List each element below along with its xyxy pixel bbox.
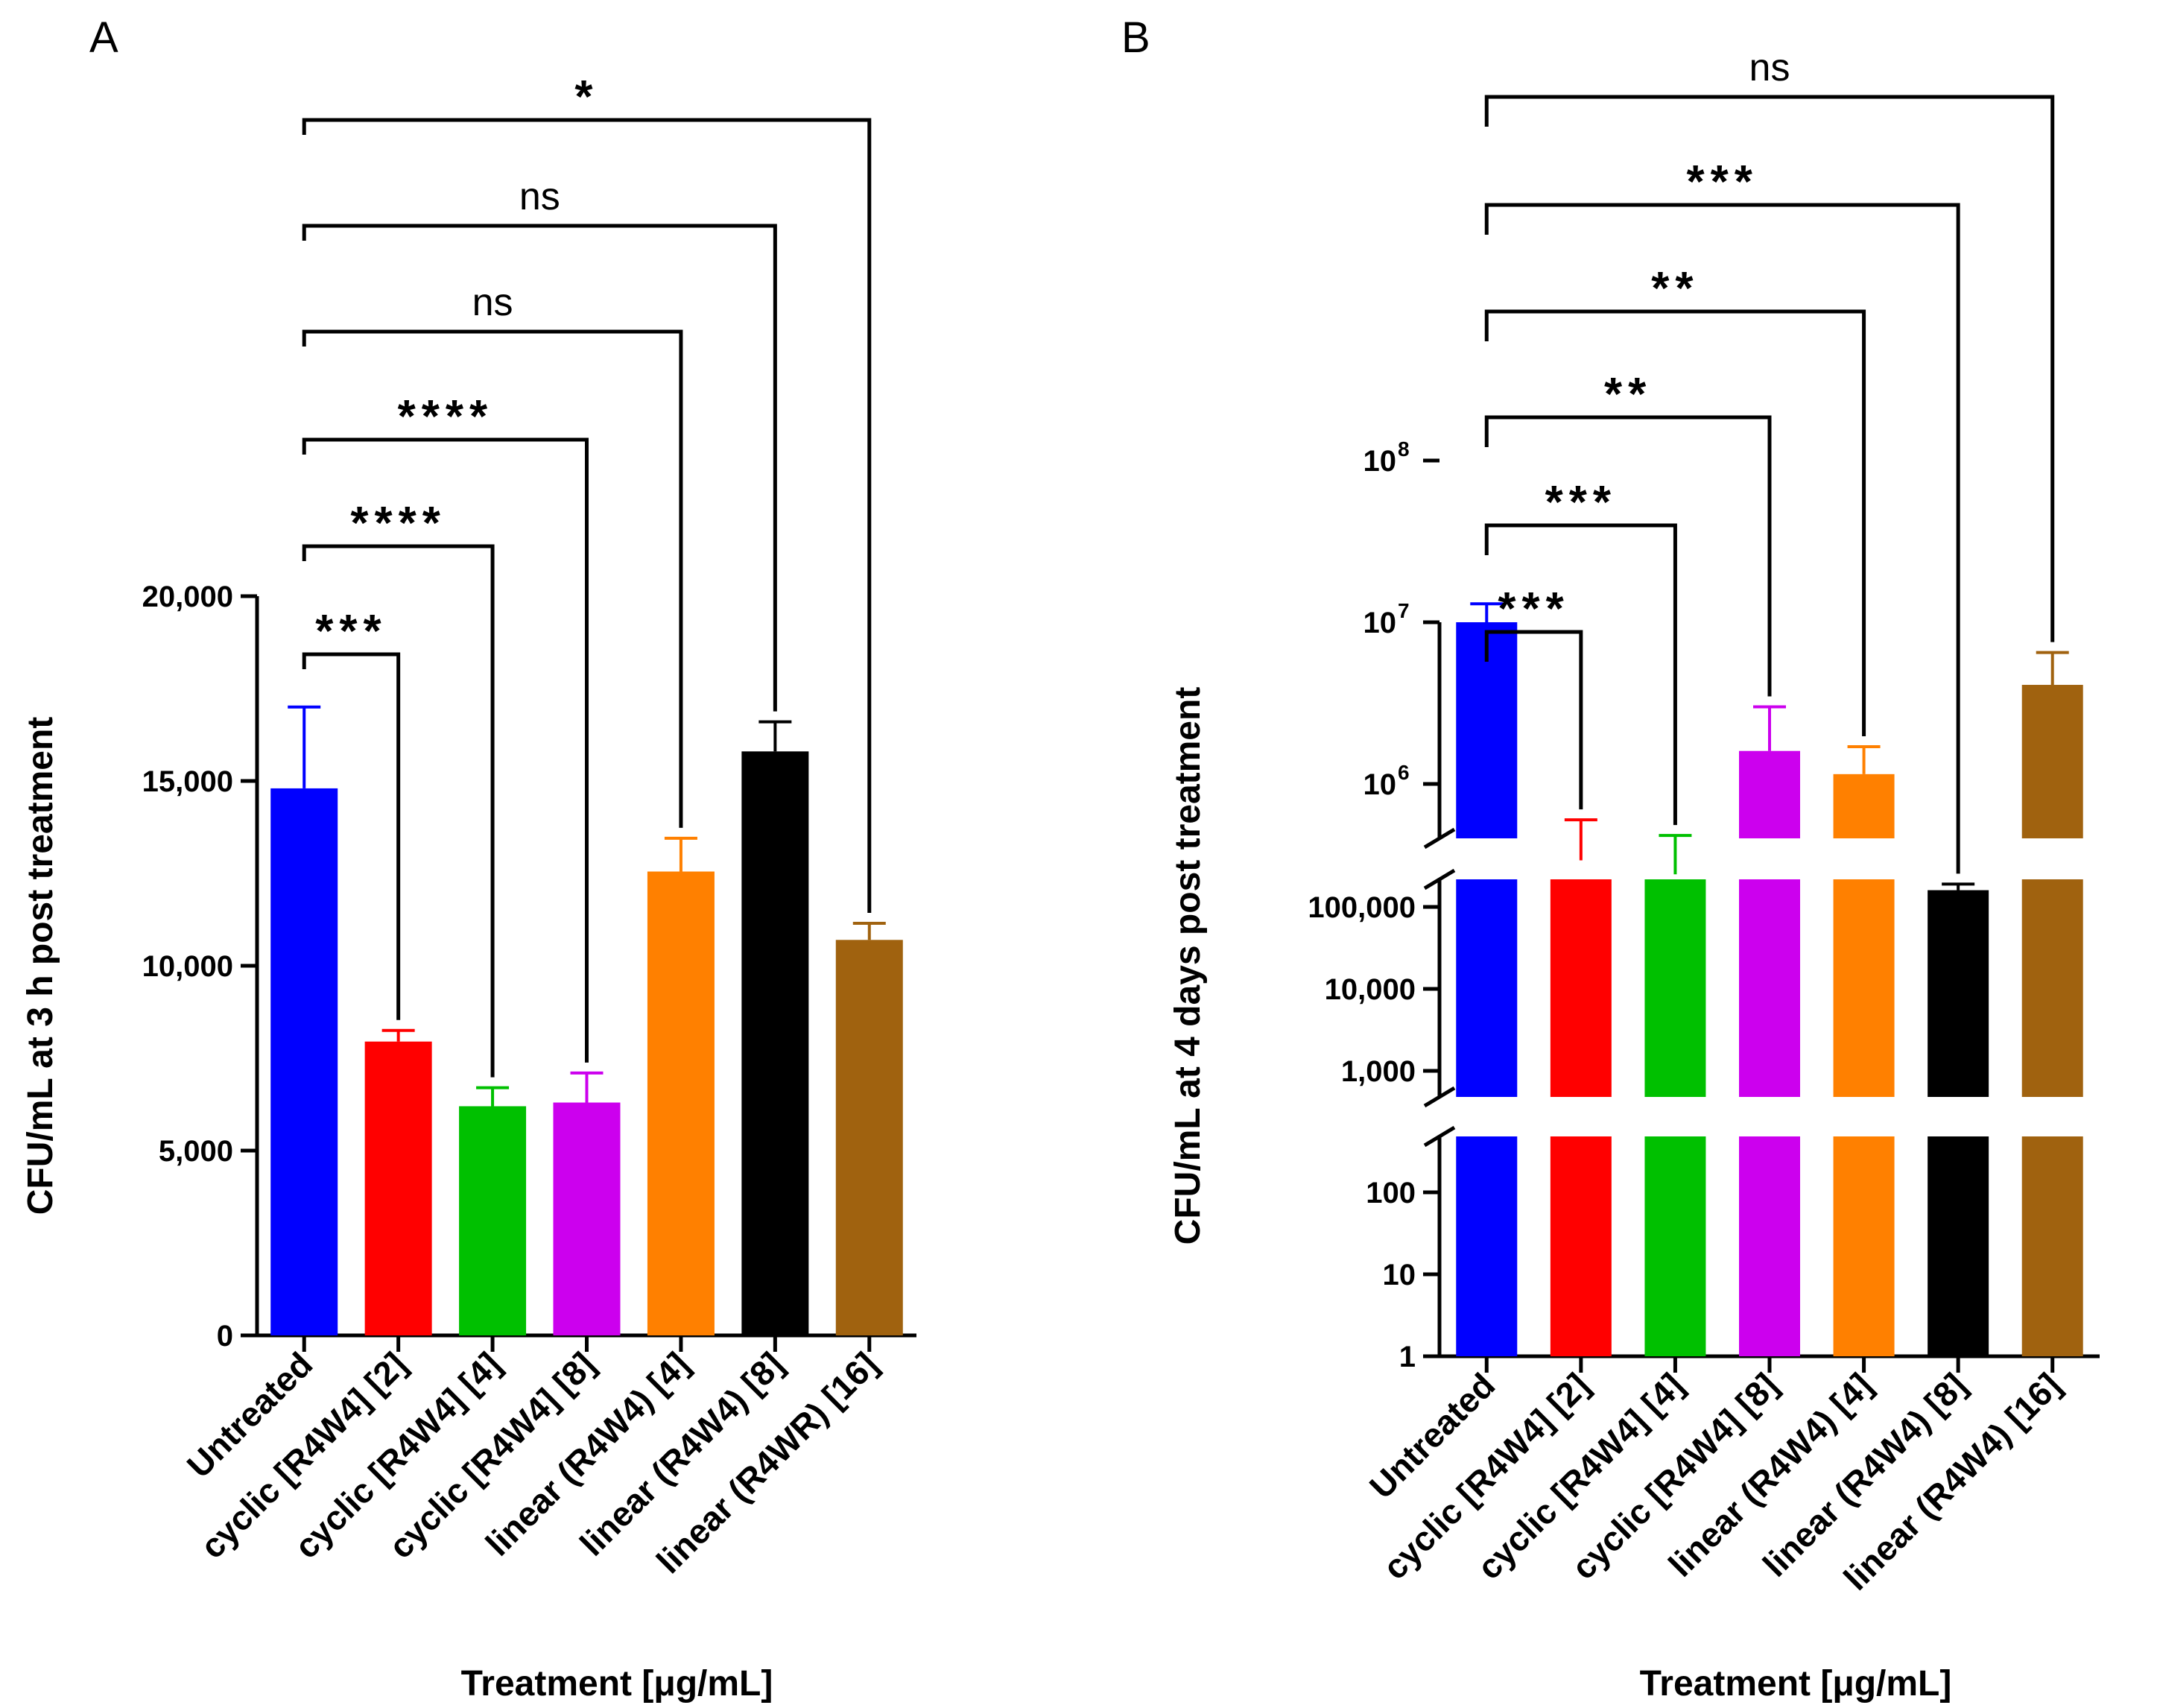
panel-a: A CFU/mL at 3 h post treatment Treatment… — [21, 13, 916, 1704]
panel-b-bar-upper — [2021, 685, 2083, 838]
panel-a-bracket — [302, 437, 589, 1063]
panel-a-significance-label: * — [574, 72, 598, 123]
panel-b-y-tick-label: 10 — [1363, 607, 1397, 639]
panel-b-bar-lower — [1456, 1136, 1518, 1356]
panel-b-significance-label: *** — [1545, 477, 1617, 528]
panel-b-significance-label: ** — [1604, 369, 1652, 420]
panel-b-significance-label: *** — [1498, 583, 1569, 635]
panel-a-y-tick-label: 10,000 — [142, 950, 233, 983]
panel-b-bracket — [1484, 523, 1677, 826]
panel-b-bracket — [1484, 415, 1772, 697]
panel-b-y-tick-exponent: 6 — [1398, 761, 1410, 784]
panel-a-y-tick-label: 0 — [217, 1320, 233, 1353]
panel-b: B CFU/mL at 4 days post treatment Treatm… — [1121, 13, 2100, 1704]
panel-a-bracket — [302, 544, 495, 1078]
panel-b-axis-break-2a — [1423, 1086, 1456, 1108]
panel-b-significance-label: ** — [1651, 263, 1699, 314]
panel-b-y-tick-label: 1 — [1399, 1341, 1416, 1373]
panel-b-y-tick-label: 100,000 — [1308, 891, 1416, 924]
panel-b-bar-middle — [1833, 879, 1895, 1097]
panel-b-bracket — [1484, 203, 1960, 874]
panel-b-bar-middle — [2021, 879, 2083, 1097]
panel-b-axis-break-2b — [1423, 1125, 1456, 1148]
panel-b-bar-lower — [1833, 1136, 1895, 1356]
panel-a-bracket — [302, 329, 683, 828]
panel-a-bar — [270, 788, 338, 1335]
panel-b-y-tick-label: 10 — [1363, 445, 1397, 478]
panel-a-bar — [459, 1106, 527, 1335]
panel-a-y-tick-label: 5,000 — [159, 1135, 233, 1168]
panel-b-bar-lower — [2021, 1136, 2083, 1356]
panel-a-bracket — [302, 224, 777, 712]
panel-b-y-tick-label: 10 — [1383, 1259, 1416, 1291]
panel-a-letter: A — [89, 13, 118, 62]
panel-a-y-tick-label: 20,000 — [142, 581, 233, 613]
panel-b-bar-lower — [1644, 1136, 1706, 1356]
panel-b-bar-lower — [1928, 1136, 1989, 1356]
panel-b-significance-brackets: *************ns — [1484, 46, 2055, 874]
panel-b-axis-break-1b — [1423, 868, 1456, 891]
panel-b-letter: B — [1121, 13, 1150, 62]
panel-b-y-tick-label: 10 — [1363, 768, 1397, 801]
panel-b-x-axis-title: Treatment [μg/mL] — [1640, 1664, 1952, 1704]
panel-b-bar-middle — [1928, 890, 1989, 1097]
panel-b-bar-lower — [1550, 1136, 1612, 1356]
panel-b-bar-upper — [1833, 774, 1895, 838]
panel-b-bracket — [1484, 630, 1583, 810]
panel-a-bracket — [302, 652, 401, 1020]
panel-b-bar-middle — [1550, 879, 1612, 1097]
panel-b-significance-label: *** — [1687, 156, 1758, 208]
panel-b-y-tick-exponent: 8 — [1398, 437, 1410, 461]
panel-b-bracket — [1484, 309, 1866, 736]
panel-a-bar — [647, 871, 715, 1335]
panel-a-significance-label: **** — [350, 498, 446, 549]
panel-a-bar — [741, 751, 809, 1335]
panel-b-bar-middle — [1739, 879, 1800, 1097]
panel-a-y-ticks: 0 5,000 10,000 15,000 20,000 — [142, 581, 257, 1353]
panel-b-y-tick-exponent: 7 — [1398, 599, 1410, 622]
panel-a-significance-label: ns — [472, 281, 513, 324]
panel-b-y-tick-label: 10,000 — [1325, 973, 1416, 1006]
panel-b-significance-label: ns — [1749, 46, 1790, 89]
panel-a-x-axis-title: Treatment [μg/mL] — [461, 1664, 773, 1704]
panel-b-bars — [1456, 602, 2083, 1356]
panel-a-bracket — [302, 118, 872, 913]
panel-a-significance-label: ns — [519, 175, 560, 218]
panel-a-bar — [364, 1041, 432, 1335]
panel-b-y-tick-label: 1,000 — [1341, 1055, 1416, 1088]
panel-b-bar-lower — [1739, 1136, 1800, 1356]
panel-a-significance-label: *** — [315, 606, 387, 657]
panel-a-significance-label: **** — [398, 391, 494, 443]
panel-a-y-tick-label: 15,000 — [142, 765, 233, 798]
panel-a-bar — [835, 940, 903, 1335]
panel-a-bar — [553, 1102, 621, 1335]
panel-b-bar-middle — [1644, 879, 1706, 1097]
panel-b-y-axis-title: CFU/mL at 4 days post treatment — [1168, 687, 1208, 1245]
panel-b-bracket — [1484, 95, 2055, 642]
panel-b-bar-upper — [1739, 750, 1800, 838]
panel-b-axis-break-1a — [1423, 827, 1456, 850]
panel-a-y-axis-title: CFU/mL at 3 h post treatment — [21, 717, 60, 1215]
panel-b-bar-middle — [1456, 879, 1518, 1097]
panel-a-bars — [270, 705, 903, 1335]
panel-b-y-tick-label: 100 — [1366, 1177, 1416, 1209]
